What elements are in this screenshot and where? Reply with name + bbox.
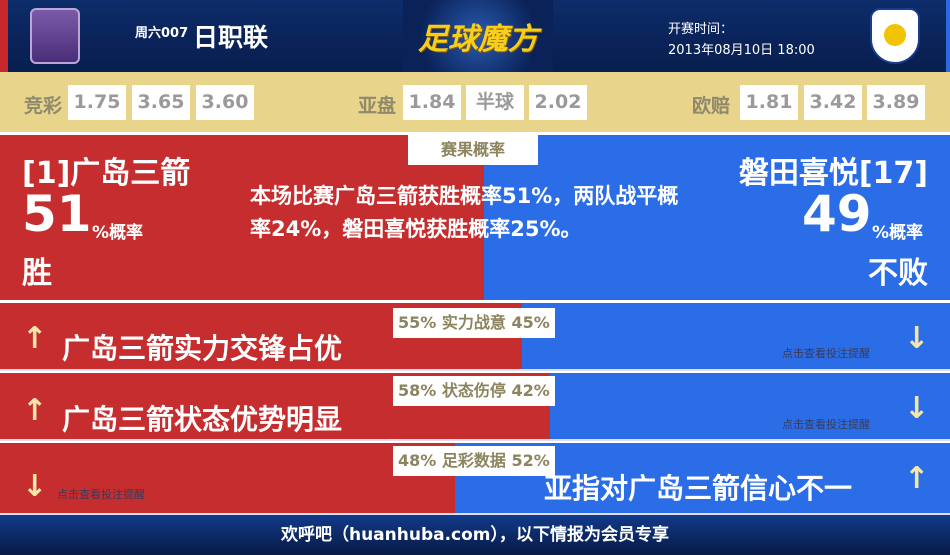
odds-value: 2.02 (529, 85, 587, 120)
away-team-name: 磐田喜悦[17] (738, 156, 928, 191)
analysis-row-lottery[interactable]: 48% 足彩数据 52% ↓ 点击查看投注提醒 亚指对广岛三箭信心不一 ↑ (0, 443, 950, 515)
odds-value: 3.42 (804, 85, 862, 120)
odds-value: 1.81 (740, 85, 798, 120)
brand-logo: 足球魔方 (403, 0, 553, 72)
odds-value: 半球 (466, 85, 524, 120)
arrow-down-icon: ↓ (22, 469, 48, 504)
row-text: 亚指对广岛三箭信心不一 (544, 472, 853, 505)
member-footer[interactable]: 欢呼吧（huanhuba.com），以下情报为会员专享 (0, 515, 950, 555)
odds-value: 1.84 (403, 85, 461, 120)
league-name: 日职联 (193, 23, 269, 52)
row-tag: 48% 足彩数据 52% (393, 446, 555, 476)
odds-value: 1.75 (68, 85, 126, 120)
ouzhi-label: 欧赔 (692, 95, 731, 117)
row-tag: 55% 实力战意 45% (393, 308, 555, 338)
analysis-row-strength[interactable]: 55% 实力战意 45% ↑ 广岛三箭实力交锋占优 点击查看投注提醒 ↓ (0, 303, 950, 371)
kickoff-label: 开赛时间： (668, 22, 734, 37)
analysis-row-form[interactable]: 58% 状态伤停 42% ↑ 广岛三箭状态优势明显 点击查看投注提醒 ↓ (0, 373, 950, 441)
arrow-down-icon: ↓ (904, 391, 930, 426)
odds-value: 3.60 (196, 85, 254, 120)
away-team-logo (870, 8, 920, 64)
home-probability-panel (0, 135, 484, 300)
odds-value: 3.65 (132, 85, 190, 120)
kickoff-time: 2013年08月10日 18:00 (668, 43, 815, 58)
home-team-logo (30, 8, 80, 64)
probability-tag: 赛果概率 (408, 135, 538, 165)
home-win-pct: 51 (22, 185, 92, 243)
match-number: 周六007 (135, 26, 189, 41)
arrow-up-icon: ↑ (22, 393, 48, 428)
match-header: 周六007 日职联 足球魔方 开赛时间： 2013年08月10日 18:00 (0, 0, 950, 72)
bet-hint-link[interactable]: 点击查看投注提醒 (782, 418, 870, 431)
row-text: 广岛三箭实力交锋占优 (62, 332, 343, 365)
arrow-up-icon: ↑ (22, 321, 48, 356)
jingcai-label: 竞彩 (24, 95, 63, 117)
home-pct-unit: %概率 (92, 223, 144, 243)
away-result: 不败 (868, 256, 928, 291)
row-tag: 58% 状态伤停 42% (393, 376, 555, 406)
odds-value: 3.89 (867, 85, 925, 120)
arrow-up-icon: ↑ (904, 461, 930, 496)
probability-summary: 本场比赛广岛三箭获胜概率51%，两队战平概率24%，磐田喜悦获胜概率25%。 (250, 184, 679, 241)
yapan-label: 亚盘 (358, 95, 397, 117)
home-team-name: [1]广岛三箭 (22, 156, 191, 191)
bet-hint-link[interactable]: 点击查看投注提醒 (782, 347, 870, 360)
away-probability-panel (484, 135, 950, 300)
away-pct-unit: %概率 (872, 223, 924, 243)
home-result: 胜 (22, 256, 52, 291)
away-pct: 49 (802, 185, 872, 243)
row-text: 广岛三箭状态优势明显 (62, 403, 343, 436)
bet-hint-link[interactable]: 点击查看投注提醒 (57, 488, 145, 501)
arrow-down-icon: ↓ (904, 321, 930, 356)
home-share-bar (0, 443, 455, 513)
odds-bar: 竞彩 1.75 3.65 3.60 亚盘 1.84 半球 2.02 欧赔 1.8… (0, 72, 950, 132)
